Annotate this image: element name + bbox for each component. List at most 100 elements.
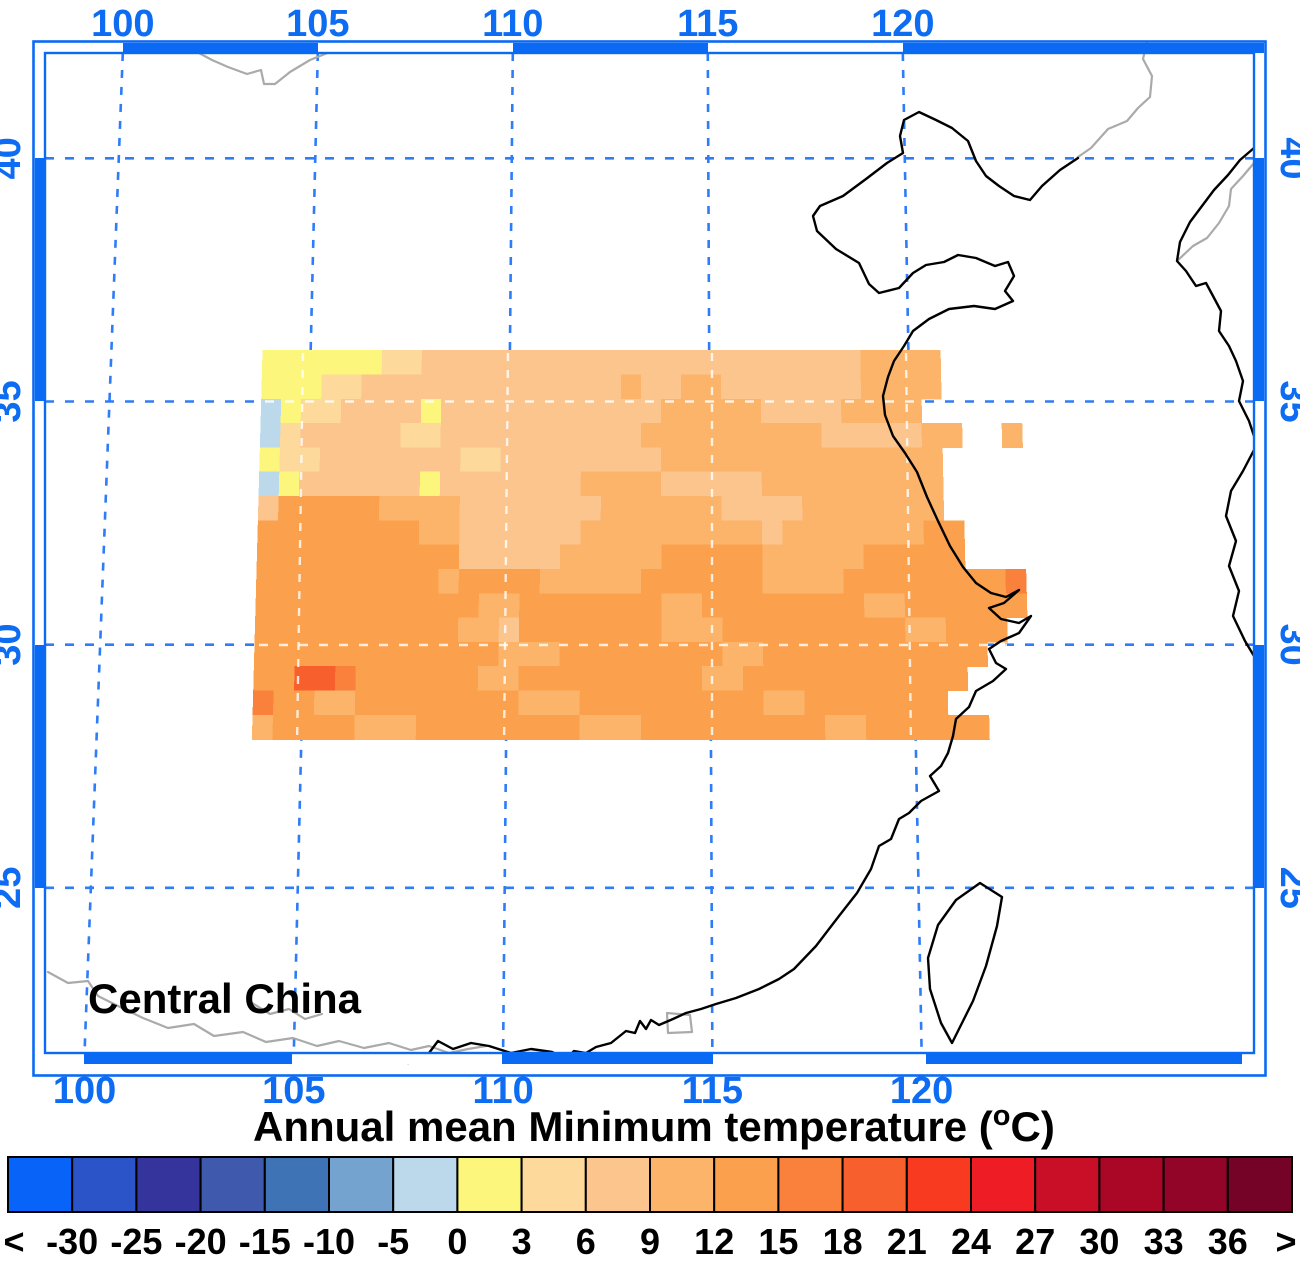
data-cell (801, 471, 823, 497)
data-cell (279, 447, 301, 473)
axis-label-left: 30 (0, 624, 29, 666)
data-cell (259, 423, 282, 448)
data-cell (761, 471, 783, 497)
data-cell (398, 520, 420, 546)
data-cell (580, 544, 602, 570)
data-cell (320, 423, 342, 448)
data-cell (461, 350, 483, 376)
data-cell (519, 520, 541, 546)
data-cell (781, 447, 803, 473)
data-cell (361, 350, 383, 376)
data-cell (741, 398, 762, 424)
colorbar-cell (777, 1156, 844, 1213)
frame-band-segment (35, 158, 45, 401)
data-cell (379, 447, 401, 473)
meridian-gridline-over-data (904, 352, 913, 747)
data-cell (966, 641, 989, 667)
data-cell (518, 714, 540, 740)
data-cell (842, 520, 864, 546)
data-cell (661, 423, 682, 448)
data-cell (436, 666, 459, 692)
data-cell (741, 471, 763, 497)
coastline-taiwan (926, 881, 1004, 1045)
coastline-korea-south (1224, 448, 1256, 658)
data-cell (396, 617, 419, 643)
data-cell (354, 714, 376, 740)
data-cell (477, 714, 499, 740)
data-cell (539, 568, 561, 594)
data-cell (900, 374, 922, 400)
data-cell (742, 666, 765, 692)
data-cell (781, 471, 803, 497)
data-cell (804, 714, 826, 740)
data-cell (281, 350, 303, 376)
data-cell (742, 617, 764, 643)
data-cell (380, 398, 402, 424)
data-cell (804, 666, 826, 692)
colorbar-label: -25 (110, 1221, 162, 1262)
data-cell (338, 520, 360, 546)
data-cell (361, 374, 383, 400)
data-cell (743, 690, 765, 716)
data-cell (397, 568, 420, 594)
data-cell (681, 374, 702, 400)
data-cell (841, 447, 863, 473)
data-cell (418, 544, 440, 570)
data-cell (341, 374, 363, 400)
data-cell (439, 520, 461, 546)
data-cell (278, 471, 301, 497)
region-label: Central China (88, 975, 362, 1022)
data-cell (741, 520, 763, 546)
colorbar-cell (584, 1156, 651, 1213)
data-cell (661, 350, 682, 376)
axis-label-bottom: 110 (472, 1070, 533, 1112)
data-cell (438, 544, 460, 570)
axis-label-right: 30 (1272, 624, 1300, 666)
data-cell (276, 544, 299, 570)
data-cell (301, 374, 323, 400)
data-cell (580, 471, 602, 497)
data-cell (420, 398, 442, 424)
colorbar-label: 9 (640, 1221, 660, 1262)
data-cell (257, 496, 280, 521)
data-cell (316, 568, 339, 594)
data-cell (862, 496, 884, 521)
data-cell (416, 690, 438, 716)
data-cell (559, 593, 581, 619)
data-cell (480, 471, 501, 497)
data-cell (801, 398, 822, 424)
colorbar-cell (649, 1156, 716, 1213)
data-cell (321, 374, 343, 400)
degree-sup: o (993, 1100, 1011, 1132)
data-cell (560, 471, 582, 497)
data-cell (378, 520, 400, 546)
figure-title-prefix: Annual mean Minimum temperature ( (253, 1103, 993, 1150)
data-cell (886, 714, 908, 740)
data-cell (883, 568, 906, 594)
data-cell (821, 423, 843, 448)
data-cell (480, 398, 502, 424)
data-cell (802, 568, 825, 594)
data-cell (641, 520, 662, 546)
colorbar-cell (970, 1156, 1037, 1213)
data-cell (641, 496, 662, 521)
data-cell (600, 593, 622, 619)
data-cell (600, 520, 622, 546)
data-cell (843, 593, 866, 619)
data-cell (500, 398, 522, 424)
data-cell (438, 568, 460, 594)
data-cell (397, 593, 419, 619)
data-cell (519, 568, 541, 594)
data-cell (277, 520, 299, 546)
data-cell (559, 714, 581, 740)
data-cell (355, 666, 377, 692)
data-cell (882, 496, 904, 521)
data-cell (864, 617, 886, 643)
data-cell (358, 520, 380, 546)
data-cell (661, 496, 682, 521)
data-cell (901, 398, 923, 424)
data-cell (681, 666, 703, 692)
data-cell (743, 714, 765, 740)
data-cell (261, 350, 284, 376)
